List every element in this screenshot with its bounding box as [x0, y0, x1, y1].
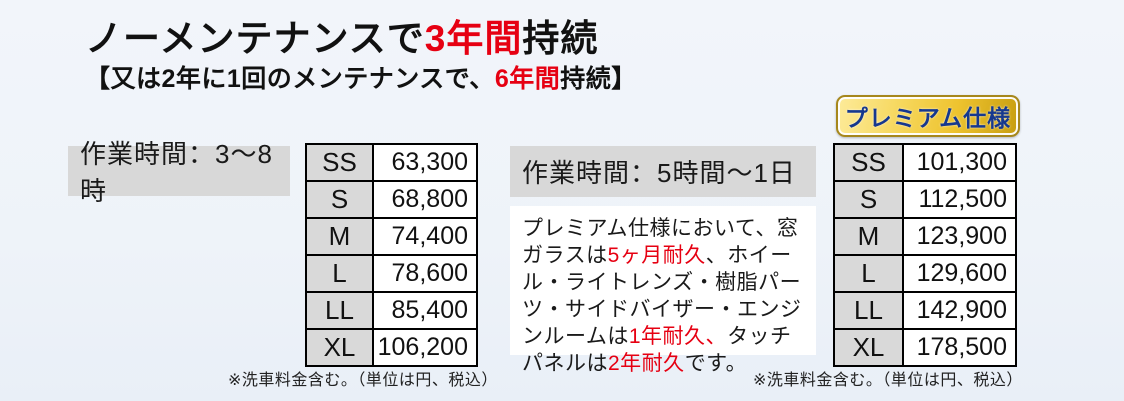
price-row: L 129,600	[833, 254, 1017, 293]
premium-badge: プレミアム仕様	[836, 95, 1020, 137]
title-text-post: 持続	[522, 18, 599, 59]
standard-price-note: ※洗車料金含む。（単位は円、税込）	[228, 372, 498, 389]
price-row: S 112,500	[833, 180, 1017, 219]
size-cell: XL	[305, 328, 374, 367]
price-row: LL 142,900	[833, 291, 1017, 330]
description-text: プレミアム仕様において、窓ガラスは	[522, 217, 799, 267]
price-cell: 106,200	[372, 328, 478, 367]
page-title: ノーメンテナンスで3年間持続	[85, 8, 598, 62]
price-cell: 68,800	[372, 180, 478, 219]
price-cell: 142,900	[902, 291, 1017, 330]
title-highlight-duration: 3年間	[424, 18, 523, 59]
size-cell: L	[305, 254, 374, 293]
price-row: SS 63,300	[305, 143, 478, 182]
premium-price-note: ※洗車料金含む。（単位は円、税込）	[753, 372, 1023, 389]
price-row: M 123,900	[833, 217, 1017, 256]
title-text-pre: ノーメンテナンスで	[85, 18, 425, 59]
price-cell: 101,300	[902, 143, 1017, 182]
description-text: です。	[684, 352, 748, 375]
size-cell: M	[833, 217, 904, 256]
price-cell: 112,500	[902, 180, 1017, 219]
size-cell: LL	[833, 291, 904, 330]
size-cell: S	[305, 180, 374, 219]
premium-price-table-body: SS 101,300 S 112,500 M 123,900 L 129,600 LL 142,9…	[833, 143, 1017, 367]
price-cell: 63,300	[372, 143, 478, 182]
premium-description: プレミアム仕様において、窓ガラスは5ヶ月耐久、ホイール・ライトレンズ・樹脂パーツ…	[510, 206, 816, 375]
page-subtitle: 【又は2年に1回のメンテナンスで、6年間持続】	[85, 59, 637, 95]
price-row: LL 85,400	[305, 291, 478, 330]
premium-price-table: SS 101,300 S 112,500 M 123,900 L 129,600 LL 142,9…	[833, 143, 1017, 367]
size-cell: S	[833, 180, 904, 219]
standard-price-table: SS 63,300 S 68,800 M 74,400 L 78,600 LL 85,400 XL 1…	[305, 143, 478, 367]
price-row: L 78,600	[305, 254, 478, 293]
price-row: XL 178,500	[833, 328, 1017, 367]
description-text: 、ホイール・ライトレンズ・樹脂パーツ・サイドバイザー・エンジンルームは	[522, 244, 802, 348]
standard-work-time-label: 作業時間：3～8時	[68, 139, 290, 206]
price-row: M 74,400	[305, 217, 478, 256]
description-highlight: 1年耐久、	[628, 325, 728, 348]
price-row: S 68,800	[305, 180, 478, 219]
subtitle-text-post: 持続】	[560, 65, 637, 93]
size-cell: XL	[833, 328, 904, 367]
subtitle-highlight-duration: 6年間	[494, 65, 561, 93]
description-highlight: 5ヶ月耐久	[607, 244, 706, 267]
description-highlight: 2年耐久	[608, 352, 685, 375]
price-cell: 74,400	[372, 217, 478, 256]
price-row: SS 101,300	[833, 143, 1017, 182]
size-cell: SS	[833, 143, 904, 182]
price-cell: 123,900	[902, 217, 1017, 256]
price-row: XL 106,200	[305, 328, 478, 367]
standard-price-table-body: SS 63,300 S 68,800 M 74,400 L 78,600 LL 85,400 XL 1…	[305, 143, 478, 367]
size-cell: M	[305, 217, 374, 256]
size-cell: LL	[305, 291, 374, 330]
size-cell: SS	[305, 143, 374, 182]
price-cell: 129,600	[902, 254, 1017, 293]
price-cell: 178,500	[902, 328, 1017, 367]
price-cell: 85,400	[372, 291, 478, 330]
price-cell: 78,600	[372, 254, 478, 293]
size-cell: L	[833, 254, 904, 293]
description-text: タッチパネルは	[522, 325, 792, 375]
subtitle-text-pre: 【又は2年に1回のメンテナンスで、	[85, 65, 495, 93]
premium-work-time-label: 作業時間：5時間～1日	[510, 146, 816, 197]
